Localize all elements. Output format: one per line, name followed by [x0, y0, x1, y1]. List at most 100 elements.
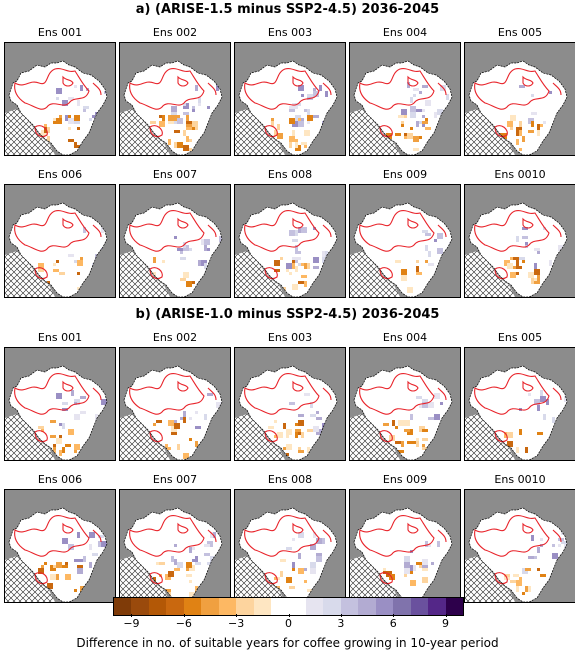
suitability-contour	[92, 82, 102, 96]
difference-cell	[216, 565, 222, 571]
difference-cell	[416, 260, 419, 263]
difference-cell	[219, 414, 222, 420]
difference-cell	[516, 272, 519, 275]
difference-cell	[274, 269, 280, 272]
colorbar-cell	[393, 598, 411, 615]
suitability-contour	[177, 380, 189, 392]
difference-cell	[189, 438, 192, 441]
difference-cell	[307, 447, 310, 453]
difference-cell	[162, 115, 165, 121]
difference-cell	[298, 85, 304, 91]
difference-cell	[540, 574, 546, 577]
hatched-region	[465, 109, 515, 155]
difference-cell	[195, 556, 198, 559]
map-frame	[4, 42, 116, 156]
difference-cell	[301, 227, 307, 233]
difference-cell	[316, 556, 322, 562]
suitability-contour	[407, 75, 419, 87]
map-svg	[120, 60, 223, 155]
difference-cell	[519, 429, 522, 435]
difference-cell	[401, 441, 404, 447]
difference-cell	[65, 574, 71, 580]
difference-cell	[534, 281, 540, 284]
difference-cell	[407, 82, 410, 88]
suitability-contour	[149, 430, 163, 443]
difference-cell	[419, 405, 422, 408]
difference-cell	[192, 106, 195, 109]
difference-cell	[537, 130, 540, 136]
difference-cell	[404, 562, 410, 568]
difference-cell	[207, 106, 210, 109]
colorbar-tick-mark	[183, 614, 185, 617]
difference-cell	[525, 447, 528, 453]
difference-cell	[528, 130, 534, 133]
coastline	[238, 507, 338, 602]
map-frame	[4, 489, 116, 603]
difference-cell	[165, 444, 168, 450]
suitability-contour	[92, 529, 102, 543]
difference-cell	[41, 565, 44, 568]
difference-cell	[413, 88, 419, 91]
map-svg	[5, 60, 108, 155]
map-panel: Ens 004	[349, 26, 461, 156]
difference-cell	[298, 121, 304, 127]
difference-cell	[443, 420, 449, 426]
difference-cell	[404, 115, 407, 118]
difference-cell	[56, 88, 62, 94]
difference-cell	[68, 127, 71, 130]
difference-cell	[307, 121, 310, 124]
colorbar-tick-label: −9	[123, 617, 140, 630]
colorbar-tick-mark	[131, 614, 133, 617]
difference-cell	[53, 447, 56, 450]
difference-cell	[428, 263, 434, 266]
difference-cell	[410, 580, 416, 586]
difference-cell	[83, 556, 86, 562]
difference-cell	[216, 402, 222, 408]
difference-cell	[292, 263, 295, 269]
map-frame	[119, 347, 231, 461]
difference-cell	[558, 245, 564, 251]
difference-cell	[192, 121, 198, 127]
difference-cell	[425, 118, 428, 121]
difference-cell	[516, 586, 519, 592]
difference-cell	[407, 441, 413, 444]
difference-cell	[201, 239, 204, 245]
suitability-contour	[522, 75, 534, 87]
difference-cell	[192, 109, 195, 112]
difference-cells	[386, 82, 449, 151]
difference-cell	[519, 257, 525, 260]
suitability-contour	[359, 210, 435, 252]
suitability-contour	[407, 522, 419, 534]
hatched-region	[5, 414, 55, 460]
difference-cell	[274, 130, 277, 136]
map-svg	[350, 507, 453, 602]
difference-cell	[50, 435, 56, 438]
difference-cell	[68, 544, 74, 550]
coastline	[468, 60, 568, 155]
difference-cell	[310, 544, 316, 550]
hatched-region	[350, 414, 400, 460]
difference-cell	[174, 568, 180, 571]
colorbar-tick-label: 6	[389, 617, 397, 630]
difference-cell	[410, 414, 413, 420]
suitability-contour	[322, 82, 332, 96]
difference-cell	[295, 260, 298, 263]
difference-cell	[174, 236, 177, 239]
map-frame	[4, 184, 116, 298]
difference-cell	[416, 266, 419, 272]
map-panel: Ens 002	[119, 26, 231, 156]
difference-cell	[198, 97, 201, 103]
map-panel: Ens 004	[349, 331, 461, 461]
difference-cell	[516, 260, 519, 266]
difference-cell	[298, 432, 301, 435]
suitability-contour	[359, 515, 435, 557]
map-svg	[5, 202, 108, 297]
difference-cell	[540, 538, 543, 541]
difference-cell	[180, 278, 186, 281]
suitability-contour	[322, 224, 332, 238]
difference-cell	[101, 399, 107, 405]
difference-cell	[159, 121, 165, 127]
map-panel: Ens 006	[4, 168, 116, 298]
difference-cell	[292, 284, 298, 290]
panel-label: Ens 007	[152, 168, 198, 181]
